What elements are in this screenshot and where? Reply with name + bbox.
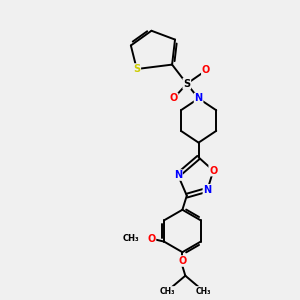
Text: O: O — [209, 166, 218, 176]
Text: N: N — [174, 170, 182, 180]
Text: CH₃: CH₃ — [159, 286, 175, 296]
Text: O: O — [147, 234, 155, 244]
Text: O: O — [169, 94, 178, 103]
Text: S: S — [133, 64, 140, 74]
Text: O: O — [178, 256, 187, 266]
Text: N: N — [203, 185, 211, 195]
Text: CH₃: CH₃ — [196, 286, 211, 296]
Text: N: N — [194, 94, 202, 103]
Text: O: O — [202, 65, 210, 76]
Text: S: S — [183, 79, 190, 89]
Text: CH₃: CH₃ — [123, 234, 140, 243]
